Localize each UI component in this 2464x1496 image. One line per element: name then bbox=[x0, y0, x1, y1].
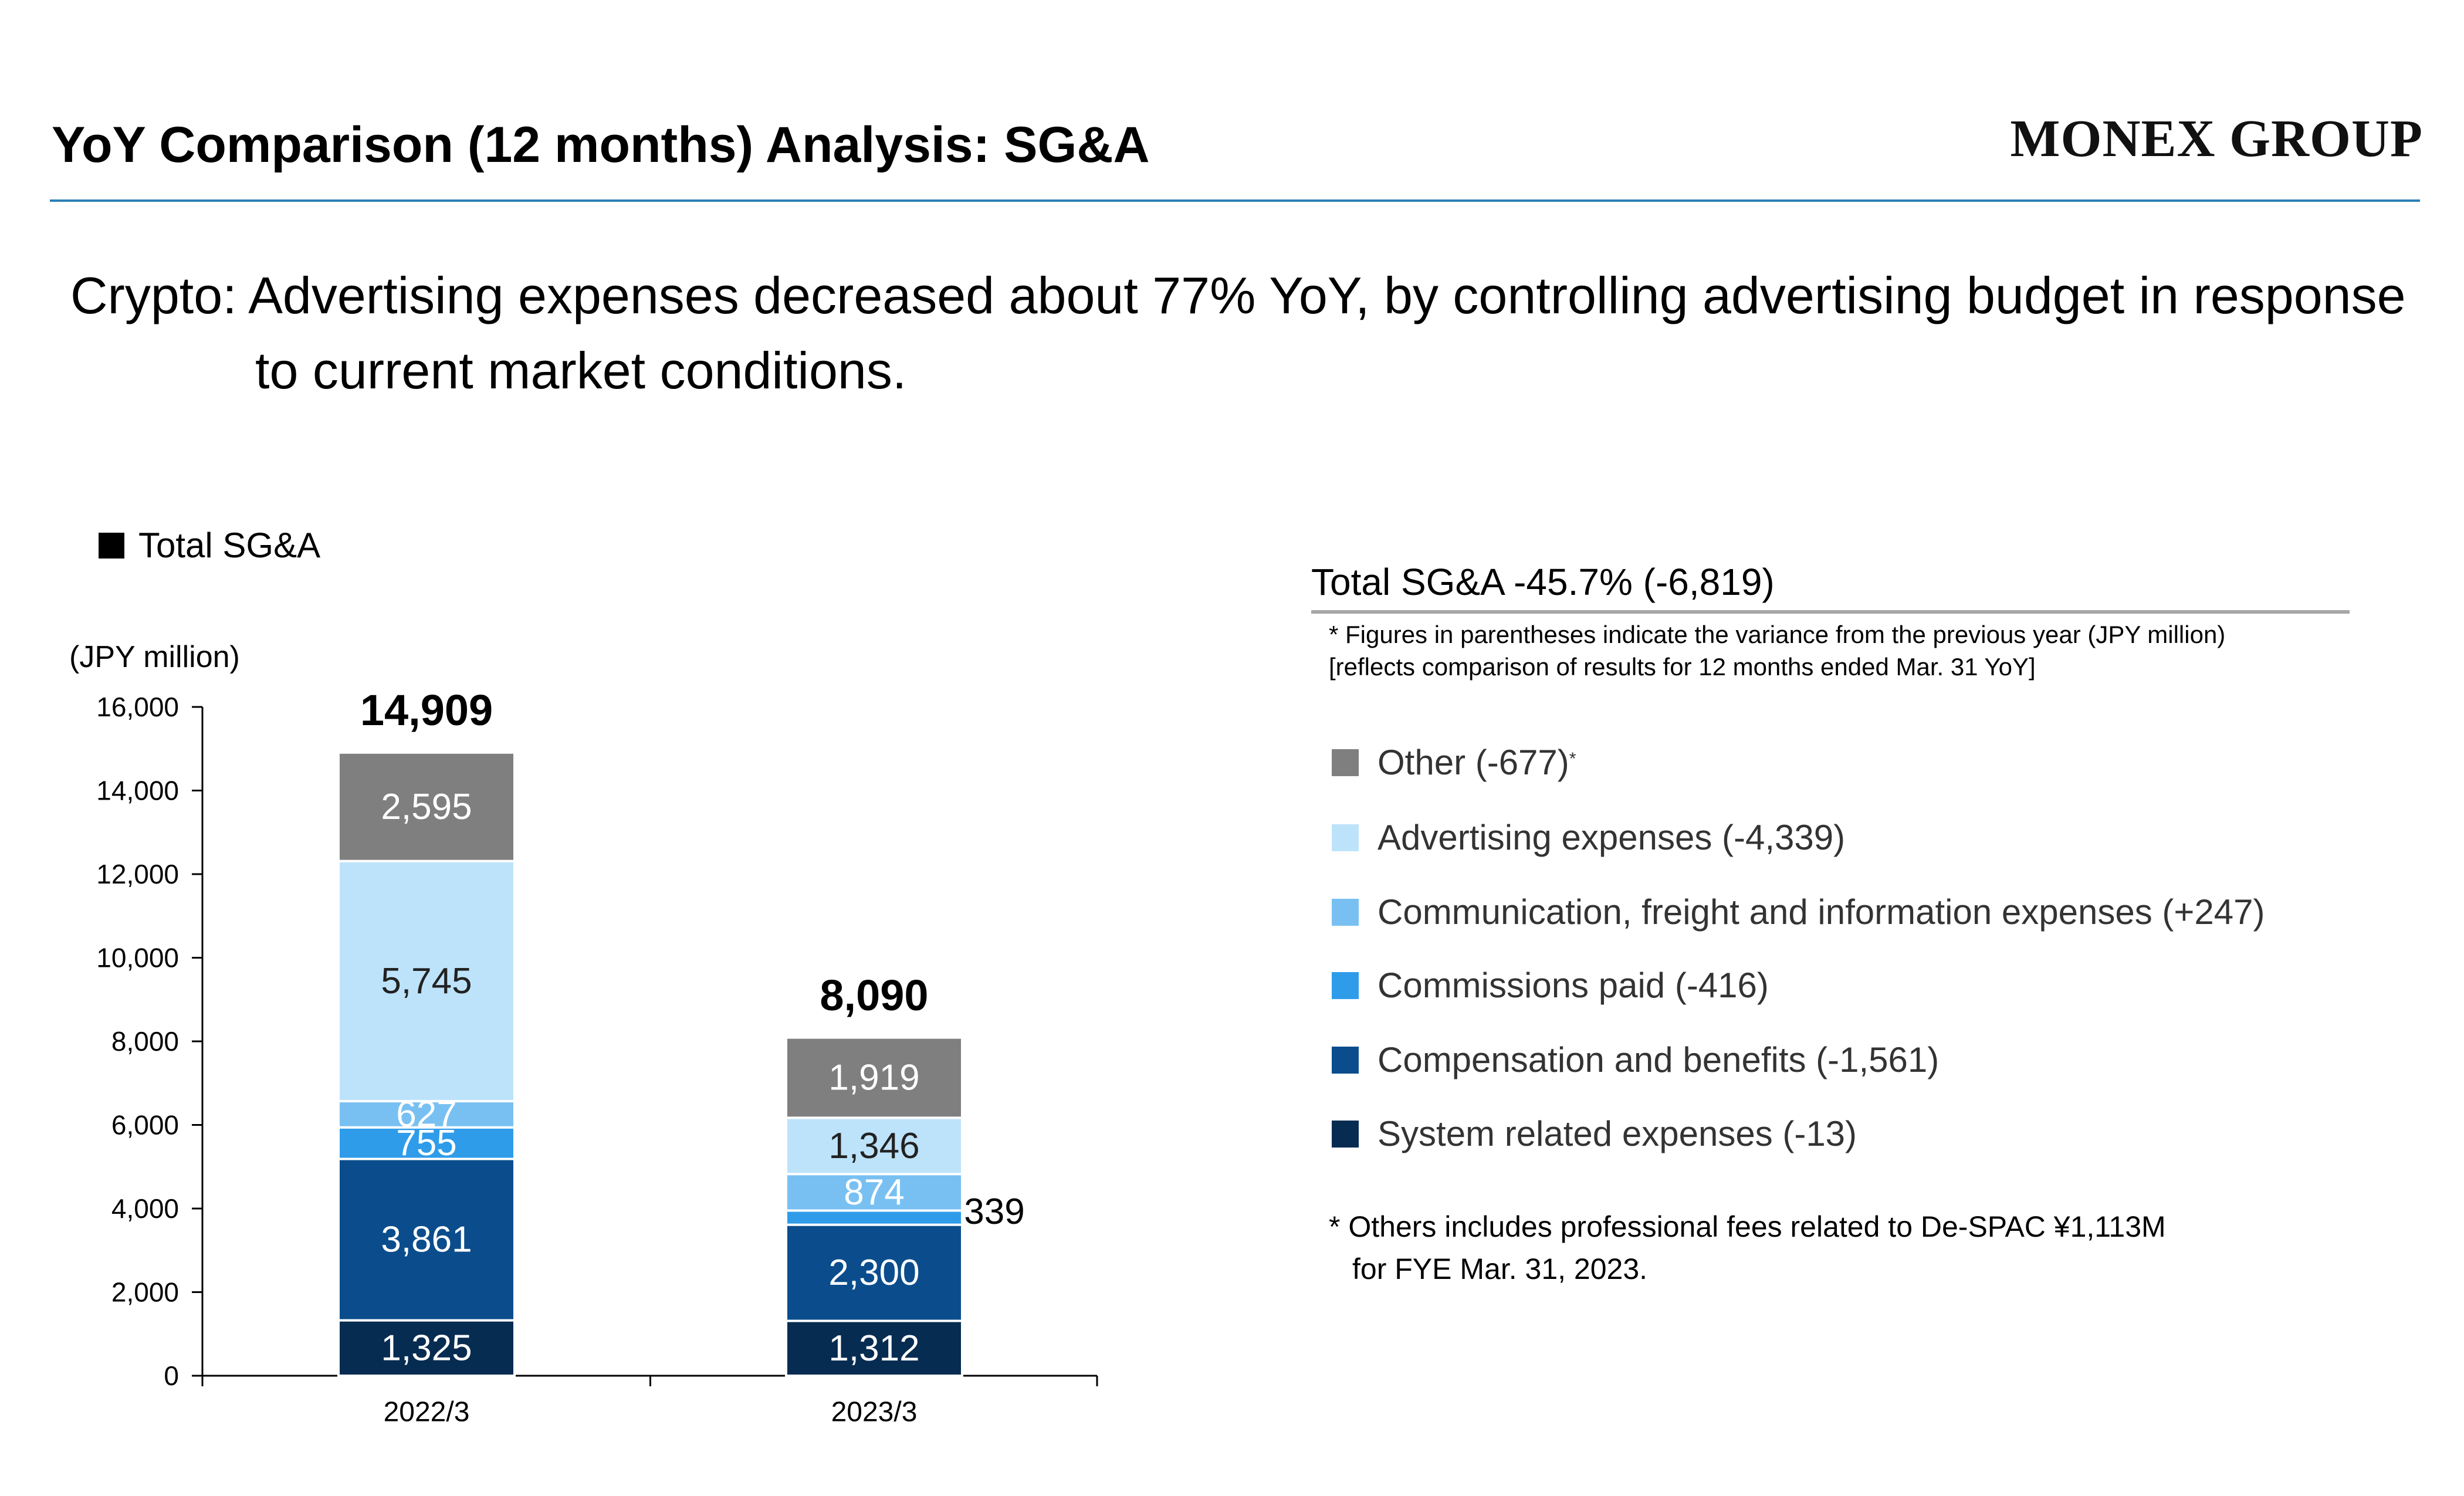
y-tick-label: 2,000 bbox=[111, 1277, 179, 1308]
total-label: 8,090 bbox=[820, 971, 928, 1020]
comparison-note: [reflects comparison of results for 12 m… bbox=[1329, 653, 2036, 681]
legend-item: Compensation and benefits (-1,561) bbox=[1332, 1040, 1939, 1080]
legend-label: Commissions paid (-416) bbox=[1377, 966, 1769, 1005]
y-tick-label: 0 bbox=[164, 1360, 179, 1391]
legend-swatch bbox=[1332, 898, 1359, 926]
page-title: YoY Comparison (12 months) Analysis: SG&… bbox=[52, 117, 1150, 173]
title-divider bbox=[50, 199, 2420, 202]
company-logo: MONEX GROUP bbox=[2010, 110, 2423, 168]
legend-item: Other (-677) * bbox=[1332, 742, 1576, 783]
y-tick-label: 16,000 bbox=[96, 692, 179, 722]
summary-title: Total SG&A -45.7% (-6,819) bbox=[1311, 561, 1775, 603]
legend-swatch bbox=[1332, 972, 1359, 999]
x-tick-label: 2022/3 bbox=[384, 1397, 470, 1428]
data-label: 1,919 bbox=[828, 1057, 919, 1098]
total-legend-swatch bbox=[99, 532, 124, 559]
bar-segment bbox=[785, 1209, 963, 1226]
data-label: 1,325 bbox=[381, 1328, 472, 1368]
bar-segment bbox=[337, 751, 516, 862]
bar-segment bbox=[785, 1036, 963, 1119]
legend-label: Other (-677) bbox=[1377, 743, 1569, 782]
y-axis-unit-label: (JPY million) bbox=[69, 640, 240, 674]
data-label: 1,346 bbox=[828, 1126, 919, 1166]
data-label: 339 bbox=[964, 1192, 1024, 1232]
bar-segment bbox=[337, 1319, 516, 1377]
bar-segment bbox=[337, 859, 516, 1103]
total-label: 14,909 bbox=[360, 686, 493, 735]
data-label: 2,595 bbox=[381, 787, 472, 827]
footnote-line-2: for FYE Mar. 31, 2023. bbox=[1352, 1253, 1648, 1285]
total-legend-label: Total SG&A bbox=[138, 526, 321, 565]
headline: Crypto: Advertising expenses decreased a… bbox=[70, 258, 2406, 408]
headline-line-1: Crypto: Advertising expenses decreased a… bbox=[70, 266, 2406, 324]
legend-label: Communication, freight and information e… bbox=[1377, 892, 2265, 932]
legend-swatch bbox=[1332, 1120, 1359, 1148]
legend-swatch bbox=[1332, 1046, 1359, 1074]
legend-item: Communication, freight and information e… bbox=[1332, 892, 2265, 932]
legend-label: System related expenses (-13) bbox=[1377, 1114, 1857, 1153]
data-label: 874 bbox=[844, 1172, 904, 1213]
legend-item: Advertising expenses (-4,339) bbox=[1332, 817, 1845, 858]
y-tick-label: 4,000 bbox=[111, 1193, 179, 1224]
footnote: * Others includes professional fees rela… bbox=[1329, 1206, 2166, 1290]
x-tick-label: 2023/3 bbox=[831, 1397, 918, 1428]
y-tick-label: 8,000 bbox=[111, 1026, 179, 1057]
y-tick-label: 6,000 bbox=[111, 1110, 179, 1140]
bar-segment bbox=[337, 1126, 516, 1160]
data-label: 755 bbox=[396, 1123, 456, 1163]
y-tick-label: 14,000 bbox=[96, 776, 179, 806]
data-label: 2,300 bbox=[828, 1253, 919, 1293]
bar-segment bbox=[785, 1173, 963, 1212]
legend-label: Advertising expenses (-4,339) bbox=[1377, 818, 1846, 857]
data-label: 5,745 bbox=[381, 961, 472, 1001]
variance-note: * Figures in parentheses indicate the va… bbox=[1329, 621, 2226, 648]
bar-segment bbox=[785, 1116, 963, 1176]
headline-line-2: to current market conditions. bbox=[255, 341, 907, 400]
legend-label: Compensation and benefits (-1,561) bbox=[1377, 1040, 1940, 1079]
legend-item: Commissions paid (-416) bbox=[1332, 965, 1769, 1006]
y-tick-label: 12,000 bbox=[96, 859, 179, 889]
legend-footnote-mark: * bbox=[1569, 749, 1576, 769]
footnote-line-1: * Others includes professional fees rela… bbox=[1329, 1210, 2166, 1243]
legend-swatch bbox=[1332, 824, 1359, 851]
summary-divider bbox=[1311, 610, 2350, 614]
chart-legend-total: Total SG&A bbox=[99, 525, 320, 566]
data-label: 1,312 bbox=[828, 1328, 919, 1369]
legend-swatch bbox=[1332, 749, 1359, 776]
legend-item: System related expenses (-13) bbox=[1332, 1113, 1857, 1154]
bar-segment bbox=[785, 1319, 963, 1377]
data-label: 3,861 bbox=[381, 1220, 472, 1260]
y-tick-label: 10,000 bbox=[96, 943, 179, 973]
bar-segment bbox=[337, 1157, 516, 1322]
